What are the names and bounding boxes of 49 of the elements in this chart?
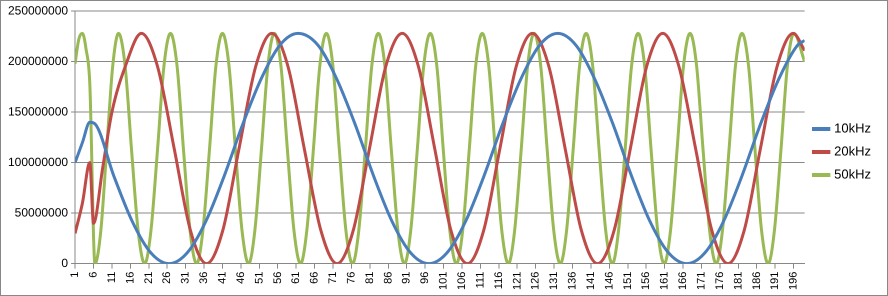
x-tick-label: 21: [142, 272, 155, 284]
x-tick-label: 136: [566, 272, 579, 290]
x-tick-label: 171: [696, 272, 708, 290]
x-tick-label: 1: [69, 272, 82, 278]
x-tick-label: 86: [382, 272, 394, 284]
legend-label: 20kHz: [834, 144, 872, 159]
x-tick-label: 16: [124, 272, 136, 284]
x-tick-label: 11: [106, 272, 118, 284]
x-tick-label: 106: [456, 272, 468, 290]
legend-label: 50kHz: [834, 166, 872, 182]
x-tick-label: 6: [88, 272, 100, 278]
y-tick-label: 250000000: [8, 4, 68, 18]
x-tick-label: 181: [732, 272, 744, 290]
x-tick-label: 61: [290, 272, 302, 284]
x-tick-label: 146: [603, 272, 616, 290]
x-tick-label: 31: [180, 272, 192, 284]
x-tick-label: 156: [640, 272, 652, 290]
x-tick-label: 36: [198, 272, 210, 284]
x-tick-label: 56: [272, 272, 284, 284]
y-tick-label: 50000000: [14, 205, 68, 220]
x-tick-label: 121: [511, 272, 524, 290]
y-tick-label: 150000000: [8, 104, 68, 118]
x-tick-label: 126: [530, 272, 542, 290]
x-tick-label: 51: [253, 272, 266, 284]
x-tick-label: 176: [714, 272, 726, 290]
x-tick-label: 41: [216, 272, 228, 284]
x-tick-label: 151: [622, 272, 634, 290]
x-tick-label: 111: [474, 272, 486, 288]
x-tick-label: 96: [419, 272, 432, 284]
x-tick-label: 186: [750, 272, 763, 290]
y-tick-label: 200000000: [8, 54, 68, 68]
x-tick-label: 161: [658, 272, 671, 290]
x-tick-label: 26: [161, 272, 174, 284]
y-tick-label: 100000000: [8, 154, 68, 169]
x-tick-label: 131: [548, 272, 560, 290]
x-tick-label: 46: [234, 272, 247, 284]
x-tick-label: 141: [584, 272, 597, 290]
x-tick-label: 116: [492, 272, 505, 290]
x-tick-label: 66: [308, 272, 321, 284]
x-tick-label: 76: [345, 272, 358, 284]
x-tick-label: 71: [327, 272, 340, 284]
x-tick-label: 191: [769, 272, 782, 290]
x-tick-label: 91: [400, 272, 413, 284]
y-tick-label: 0: [61, 256, 68, 270]
x-tick-label: 81: [364, 272, 376, 284]
legend-label: 10kHz: [834, 120, 872, 136]
x-tick-label: 196: [788, 272, 800, 290]
x-tick-label: 166: [677, 272, 690, 290]
x-tick-label: 101: [438, 272, 450, 290]
